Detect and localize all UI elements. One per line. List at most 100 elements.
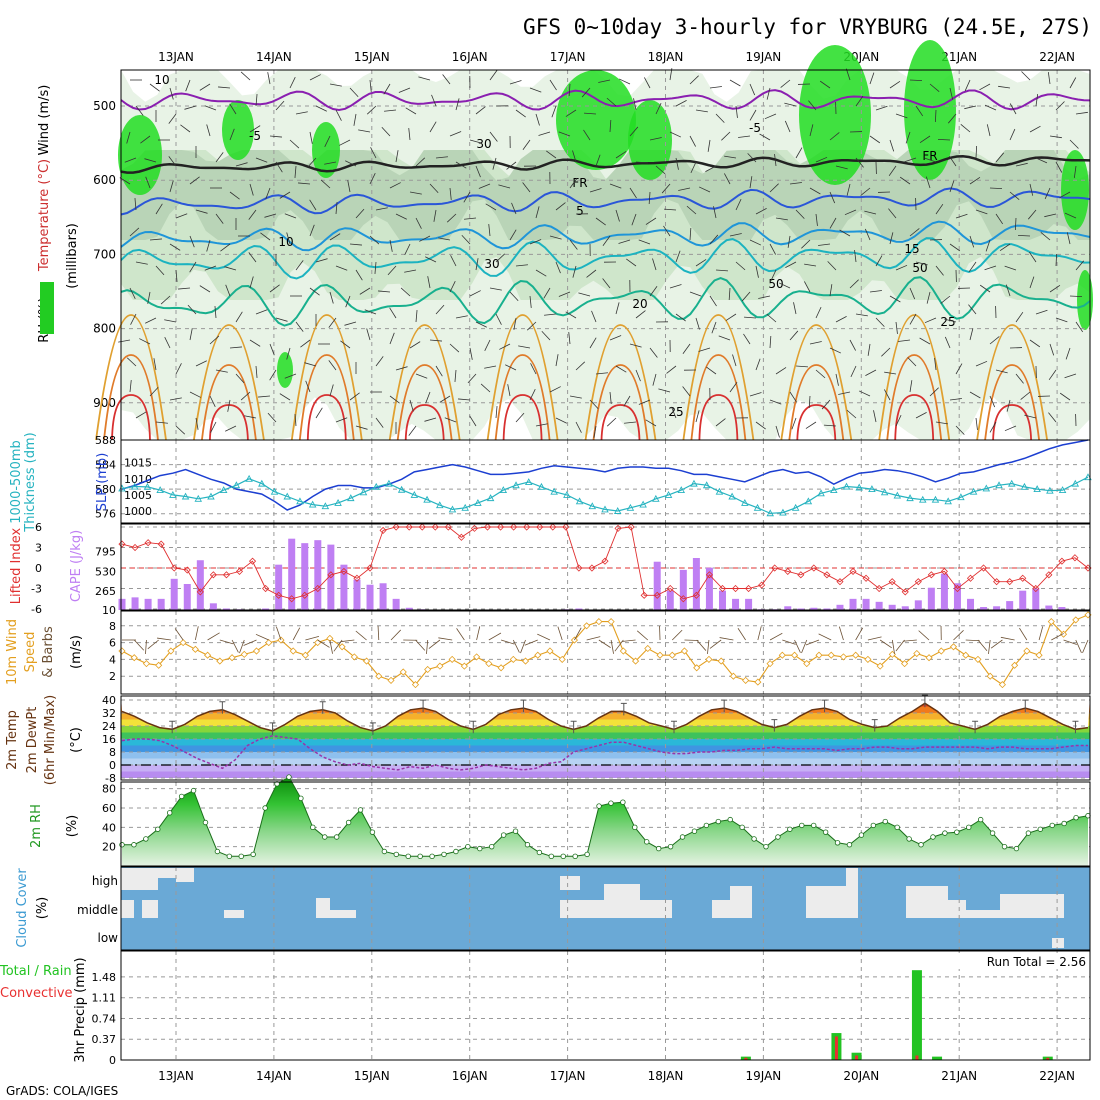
wind-barb bbox=[144, 158, 157, 163]
wind-barb bbox=[905, 131, 911, 144]
wind-barb bbox=[549, 235, 562, 240]
wind-barb bbox=[249, 183, 254, 196]
cape-bar bbox=[679, 569, 687, 610]
temp-color-band bbox=[121, 713, 1090, 720]
wind-barb bbox=[513, 317, 517, 330]
wind-barb bbox=[229, 103, 237, 115]
wind-barb bbox=[224, 266, 237, 271]
wind-barb bbox=[595, 154, 601, 167]
cloud-clear-area bbox=[330, 910, 356, 918]
wind-axis-label-1: 10m Wind bbox=[5, 619, 20, 685]
wind-barb bbox=[369, 235, 380, 245]
wind-barb bbox=[295, 260, 304, 271]
rh-point bbox=[930, 834, 936, 840]
wind-barb bbox=[695, 410, 700, 423]
wind-barb bbox=[175, 363, 182, 375]
wind-barb bbox=[569, 178, 578, 189]
isotherm--5 bbox=[120, 89, 1091, 112]
wind-barb bbox=[495, 406, 498, 419]
wind-barb bbox=[629, 126, 639, 137]
wind-speed-point bbox=[399, 668, 407, 676]
wind-barb bbox=[919, 337, 931, 345]
date-label-bottom: 19JAN bbox=[746, 1069, 782, 1083]
wind-speed-point bbox=[216, 657, 224, 665]
wind-speed-point bbox=[338, 643, 346, 651]
surface-wind-barb bbox=[977, 639, 988, 651]
wind-barb bbox=[543, 287, 551, 299]
wind-barb bbox=[1065, 347, 1071, 360]
wind-speed-point bbox=[509, 655, 517, 663]
wind-barb bbox=[849, 279, 859, 289]
wind-barb bbox=[732, 354, 737, 367]
wind-barb bbox=[909, 380, 913, 393]
wind-barb bbox=[960, 123, 971, 133]
wind-barb bbox=[135, 261, 148, 265]
wind-barb bbox=[530, 363, 537, 375]
precip-tick-label: 0.74 bbox=[92, 1012, 117, 1025]
rh-point bbox=[310, 824, 316, 831]
rh-point bbox=[405, 853, 411, 860]
wind-barb bbox=[389, 332, 395, 345]
wind-barb bbox=[775, 217, 788, 221]
surface-wind-barb bbox=[636, 630, 649, 641]
temp-tick-label: 0 bbox=[109, 759, 116, 772]
slp-point bbox=[741, 499, 749, 506]
surface-wind-barb bbox=[794, 639, 801, 653]
wind-barb bbox=[735, 261, 746, 271]
wind-barb bbox=[475, 106, 486, 115]
cloud-clear-area bbox=[142, 900, 158, 918]
wind-barb bbox=[199, 83, 211, 91]
wind-barb bbox=[492, 157, 497, 170]
contour-label: 30 bbox=[476, 137, 491, 151]
wind-barb bbox=[335, 417, 348, 423]
surface-wind-barb bbox=[520, 639, 526, 654]
li-point bbox=[314, 584, 322, 593]
wind-barb bbox=[589, 188, 602, 193]
rh-point bbox=[381, 848, 388, 855]
wind-barb bbox=[655, 102, 662, 115]
slp-point bbox=[906, 494, 914, 502]
wind-barb bbox=[769, 336, 772, 349]
wind-barb bbox=[1075, 321, 1084, 333]
li-point bbox=[470, 524, 479, 532]
wind-barb bbox=[475, 258, 479, 271]
wind-barb bbox=[544, 313, 557, 316]
wind-barb bbox=[418, 76, 431, 81]
wind-barb bbox=[711, 321, 717, 334]
wind-barb bbox=[189, 391, 201, 398]
contour-label: 5 bbox=[576, 204, 584, 218]
cape-bar bbox=[275, 564, 283, 610]
li-tick-label: 3 bbox=[35, 542, 42, 555]
rh-high-patch bbox=[799, 45, 871, 185]
wind-barb bbox=[449, 281, 456, 293]
wind-barb bbox=[344, 321, 357, 326]
wind-barb bbox=[395, 213, 407, 220]
wind-barb bbox=[442, 74, 451, 85]
wind-barb bbox=[435, 304, 445, 315]
thickness-tick-label: 576 bbox=[95, 508, 116, 521]
li-point bbox=[875, 584, 883, 593]
rh-point bbox=[739, 824, 745, 831]
wind-barb bbox=[555, 261, 561, 274]
wind-barb bbox=[315, 258, 328, 263]
wind-speed-point bbox=[204, 651, 212, 659]
slp-point bbox=[321, 502, 330, 510]
li-point bbox=[497, 523, 505, 531]
slp-point bbox=[842, 482, 851, 490]
surface-wind-barb bbox=[231, 639, 239, 653]
wind-barb bbox=[793, 302, 797, 315]
wind-barb bbox=[485, 203, 497, 211]
wind-barb bbox=[295, 321, 304, 332]
date-label-bottom: 20JAN bbox=[843, 1069, 879, 1083]
wind-barb bbox=[340, 340, 351, 349]
wind-barb bbox=[455, 98, 460, 111]
cloud-clear-area bbox=[806, 886, 846, 918]
wind-barb bbox=[649, 137, 662, 141]
wind-barb bbox=[1049, 284, 1061, 293]
wind-barb bbox=[145, 176, 151, 189]
wind-barb bbox=[899, 176, 911, 185]
wind-barb bbox=[455, 315, 468, 319]
wind-barb bbox=[507, 384, 511, 397]
wind-speed-point bbox=[962, 651, 970, 659]
wind-barb bbox=[698, 347, 711, 352]
